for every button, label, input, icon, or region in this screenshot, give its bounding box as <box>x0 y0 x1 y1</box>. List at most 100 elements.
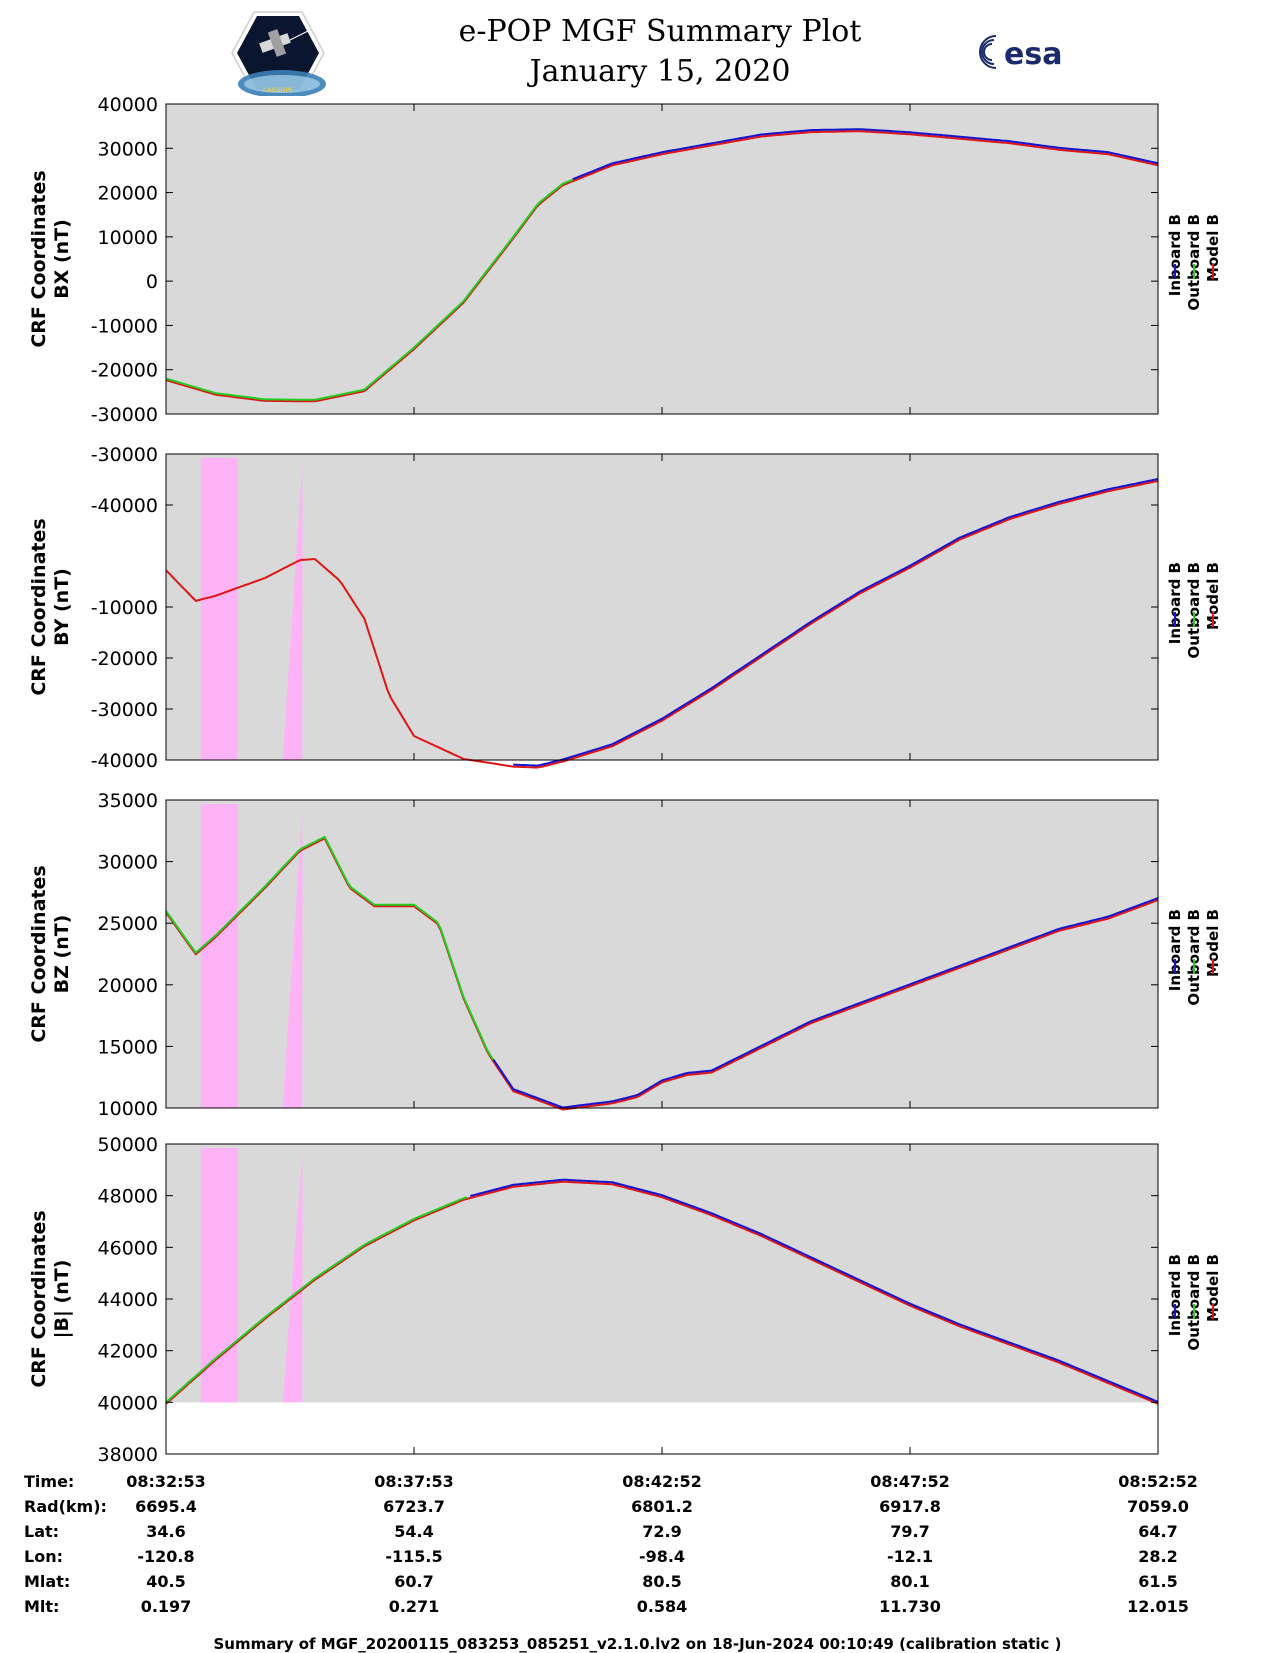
orbit-cell: 08:42:52 <box>622 1472 702 1491</box>
y-tick-label: -40000 <box>91 750 158 772</box>
y-tick-label: 0 <box>146 271 158 293</box>
orbit-cell: -98.4 <box>639 1547 685 1566</box>
y-tick-label: -30000 <box>91 444 158 466</box>
y-tick-label: -20000 <box>91 360 158 382</box>
orbit-cell: -115.5 <box>385 1547 442 1566</box>
plot-background <box>166 800 1158 1108</box>
y-tick-label: 35000 <box>98 790 158 812</box>
outboard-series-line <box>165 835 495 1061</box>
y-tick-label: 38000 <box>98 1444 158 1466</box>
orbit-cell: 08:52:52 <box>1118 1472 1198 1491</box>
flag-band <box>200 1148 238 1403</box>
orbit-row-label: Time: <box>24 1472 74 1491</box>
orbit-cell: 6695.4 <box>135 1497 197 1516</box>
inboard-series-line <box>469 1178 1159 1403</box>
orbit-cell: 6917.8 <box>879 1497 941 1516</box>
y-tick-label: 44000 <box>98 1289 158 1311</box>
orbit-row-label: Mlt: <box>24 1597 59 1616</box>
y-tick-label: 50000 <box>98 1134 158 1156</box>
inboard-series-line <box>572 128 1159 181</box>
plot-date: January 15, 2020 <box>529 54 791 89</box>
y-tick-label: -30000 <box>91 404 158 426</box>
model-series-line <box>165 480 1159 769</box>
legend-label: Model B <box>1204 214 1222 282</box>
orbit-row-label: Lon: <box>24 1547 63 1566</box>
model-series-line <box>165 130 1159 403</box>
y-tick-label: 40000 <box>98 1392 158 1414</box>
orbit-cell: 40.5 <box>146 1572 185 1591</box>
y-tick-label: -20000 <box>91 648 158 670</box>
outboard-series-line <box>165 1196 468 1404</box>
y-tick-label: -10000 <box>91 597 158 619</box>
y-tick-label: 46000 <box>98 1237 158 1259</box>
panel-bmag: 38000 40000 42000 44000 46000 48000 50000 CRF C… <box>28 1134 1222 1466</box>
orbit-cell: 08:32:53 <box>126 1472 206 1491</box>
legend-label: Outboard B <box>1185 909 1203 1006</box>
legend-label: Model B <box>1204 1254 1222 1322</box>
orbit-cell: 54.4 <box>394 1522 433 1541</box>
y-tick-label: 20000 <box>98 183 158 205</box>
plot-background <box>166 454 1158 760</box>
model-series-line <box>165 1180 1159 1405</box>
legend-label: Outboard B <box>1185 1254 1203 1351</box>
y-tick-label: 42000 <box>98 1341 158 1363</box>
flag-wedge <box>282 1154 303 1403</box>
orbit-cell: 28.2 <box>1138 1547 1177 1566</box>
y-tick-label: 40000 <box>98 94 158 116</box>
y-tick-label: 20000 <box>98 975 158 997</box>
esa-logo-text: esa <box>1004 37 1062 72</box>
y-tick-label: 15000 <box>98 1036 158 1058</box>
orbit-cell: 08:47:52 <box>870 1472 950 1491</box>
y-axis-label: BX (nT) <box>51 219 73 299</box>
orbit-cell: 6723.7 <box>383 1497 445 1516</box>
y-tick-label: -10000 <box>91 315 158 337</box>
y-axis-label: CRF Coordinates <box>28 1210 50 1387</box>
orbit-cell: 12.015 <box>1127 1597 1189 1616</box>
orbit-cell: 61.5 <box>1138 1572 1177 1591</box>
orbit-cell: 79.7 <box>890 1522 929 1541</box>
panel-bz: 10000 15000 20000 25000 30000 35000 CRF Coordi… <box>28 790 1222 1120</box>
orbit-cell: 7059.0 <box>1127 1497 1189 1516</box>
orbit-row-label: Mlat: <box>24 1572 70 1591</box>
legend-label: Outboard B <box>1185 214 1203 311</box>
plot-title: e-POP MGF Summary Plot <box>458 14 862 49</box>
y-axis-label: CRF Coordinates <box>28 170 50 347</box>
panel-bx: -30000 -20000 -10000 0 10000 20000 30000 40000 C… <box>28 94 1222 426</box>
plot-background <box>166 1144 1158 1403</box>
y-tick-label: 48000 <box>98 1186 158 1208</box>
orbit-cell: 80.5 <box>642 1572 681 1591</box>
orbit-cell: 64.7 <box>1138 1522 1177 1541</box>
y-axis-label: CRF Coordinates <box>28 518 50 695</box>
y-tick-label: -40000 <box>91 495 158 517</box>
legend-label: Model B <box>1204 909 1222 977</box>
y-tick-label: 25000 <box>98 913 158 935</box>
y-axis-label: BY (nT) <box>51 568 73 646</box>
orbit-cell: -120.8 <box>137 1547 194 1566</box>
summary-footer: Summary of MGF_20200115_083253_085251_v2… <box>213 1635 1062 1653</box>
cassiope-logo: CASSIOPE <box>231 11 326 96</box>
plot-background <box>166 104 1158 414</box>
orbit-cell: 11.730 <box>879 1597 941 1616</box>
inboard-series-line <box>492 897 1159 1109</box>
y-tick-label: 10000 <box>98 227 158 249</box>
orbit-row-label: Rad(km): <box>24 1497 107 1516</box>
esa-logo: esa <box>979 35 1062 72</box>
orbit-cell: 6801.2 <box>631 1497 693 1516</box>
y-tick-label: 30000 <box>98 138 158 160</box>
legend-label: Outboard B <box>1185 562 1203 659</box>
orbit-table: Time: Rad(km): Lat: Lon: Mlat: Mlt: 08:32:53 66… <box>24 1472 1198 1616</box>
cassiope-logo-text: CASSIOPE <box>263 87 293 94</box>
orbit-cell: 0.584 <box>637 1597 688 1616</box>
legend-label: Model B <box>1204 562 1222 630</box>
inboard-series-line <box>513 478 1159 767</box>
y-tick-label: 30000 <box>98 852 158 874</box>
legend-label: Inboard B <box>1166 1254 1184 1336</box>
flag-band <box>200 804 238 1108</box>
flag-wedge <box>282 810 303 1108</box>
y-tick-label: -30000 <box>91 699 158 721</box>
outboard-series-line <box>165 178 574 401</box>
legend-label: Inboard B <box>1166 214 1184 296</box>
y-axis-label: |B| (nT) <box>51 1260 73 1339</box>
flag-wedge <box>282 464 303 760</box>
